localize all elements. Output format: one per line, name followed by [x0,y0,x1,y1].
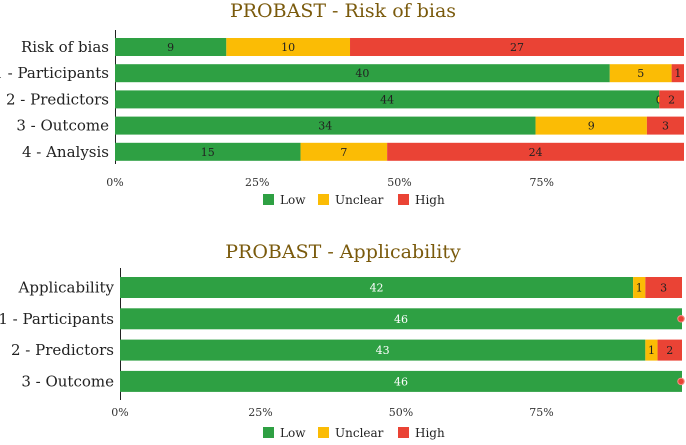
bar-segment-unclear [645,339,658,361]
bar-value-label: 5 [637,67,644,80]
bar-segment-unclear [535,116,647,135]
bar-segment-high [671,64,684,83]
bar-value-label: 2 [668,93,675,106]
zero-value-marker [677,315,685,323]
bar-value-label: 40 [355,67,369,80]
legend-swatch [398,194,409,205]
x-tick-label: 50% [387,176,411,189]
legend-item-unclear: Unclear [318,193,384,207]
x-tick-label: 0% [111,406,128,419]
legend-label: Low [280,426,306,440]
bar-value-label: 34 [318,120,332,133]
x-tick-label: 25% [248,406,272,419]
legend-item-unclear: Unclear [318,426,384,440]
legend-swatch [318,194,329,205]
legend-swatch [398,427,409,438]
bar-segment-low [115,38,227,56]
bar-value-label: 43 [376,344,390,357]
x-tick-label: 25% [245,176,269,189]
bar-segment-high [387,142,684,161]
bar-value-label: 42 [370,282,384,295]
legend-item-high: High [398,426,445,440]
bar-segment-low [115,64,610,83]
legend-label: Unclear [335,426,384,440]
bar-segment-low [120,370,682,392]
bar-value-label: 10 [281,41,295,54]
bar-value-label: 9 [588,120,595,133]
bar-segment-high [646,116,684,135]
legend-swatch [263,194,274,205]
bar-segment-high [350,38,684,56]
category-label: Risk of bias [21,38,109,56]
bar-segment-low [115,142,301,161]
chart-2: PROBAST - Applicability 0% 25% 50% 75% Applic… [0,241,685,440]
legend-label: High [415,426,445,440]
bar-value-label: 1 [674,67,681,80]
bar-segment-high [645,277,682,298]
legend-label: Unclear [335,193,384,207]
zero-value-marker [677,377,685,386]
bar-segment-low [120,339,646,361]
category-label: 3 - Outcome [16,117,109,135]
bar-segment-unclear [226,38,351,56]
bar-segment-low [120,277,634,298]
bar-value-label: 44 [380,93,394,106]
bar-value-label: 9 [167,41,174,54]
x-tick-label: 75% [529,406,553,419]
bar-segment-unclear [300,142,388,161]
legend-swatch [263,427,274,438]
category-label: 2 - Predictors [11,341,114,359]
legend-label: High [415,193,445,207]
bar-value-label: 24 [529,146,543,159]
legend-item-high: High [398,193,445,207]
bar-value-label: 7 [340,146,347,159]
bar-segment-low [115,116,536,135]
bar-segment-high [657,339,682,361]
category-label: 2 - Predictors [6,90,109,108]
bar-value-label: 3 [660,282,667,295]
legend-swatch [318,427,329,438]
category-label: Applicability [18,279,115,297]
category-label: 1 - Participants [0,310,114,328]
bar-value-label: 46 [394,313,408,326]
legend-item-low: Low [263,426,306,440]
bar-value-label: 1 [648,344,655,357]
bar-value-label: 46 [394,375,408,388]
bar-value-label: 3 [662,120,669,133]
bar-segment-low [120,308,682,330]
x-tick-label: 50% [389,406,413,419]
chart-1: PROBAST - Risk of bias 0% 25% 50% 75% Risk of… [0,0,684,207]
bar-segment-unclear [633,277,646,298]
bar-segment-low [115,90,660,109]
category-label: 4 - Analysis [22,143,109,161]
x-tick-label: 0% [106,176,123,189]
chart-title: PROBAST - Applicability [225,241,461,263]
bar-value-label: 2 [666,344,673,357]
chart-title: PROBAST - Risk of bias [230,0,456,22]
bar-value-label: 15 [201,146,215,159]
category-label: 1 - Participants [0,64,109,82]
legend-item-low: Low [263,193,306,207]
bar-segment-unclear [609,64,672,83]
x-tick-label: 75% [530,176,554,189]
legend-label: Low [280,193,306,207]
bar-value-label: 1 [636,282,643,295]
bar-value-label: 27 [510,41,524,54]
bar-segment-high [659,90,684,109]
category-label: 3 - Outcome [21,372,114,390]
